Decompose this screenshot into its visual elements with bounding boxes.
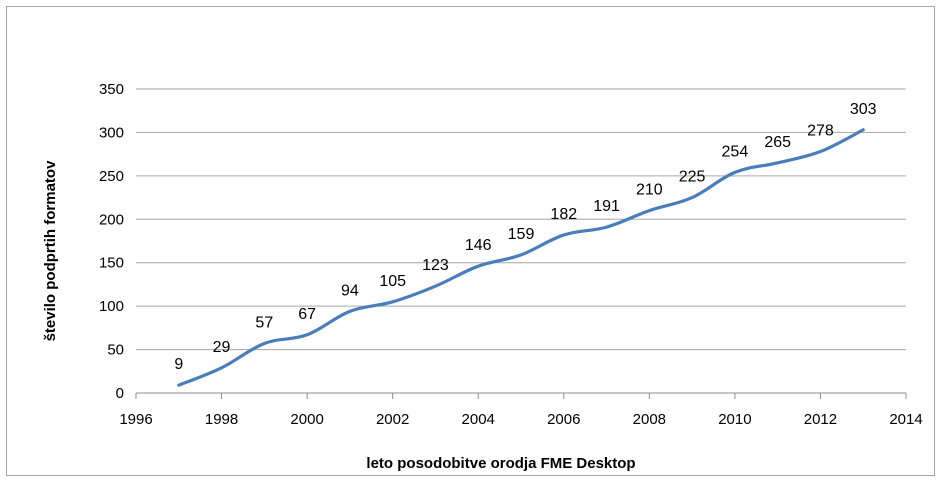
data-label: 265 [764,134,791,151]
data-labels: 9 29 57 67 94 105 123 146 159 182 191 210 225 254 265 2… [174,101,876,373]
x-tick-label: 2014 [889,411,922,428]
x-tick-label: 2002 [376,411,409,428]
data-label: 29 [213,339,231,356]
x-tick-label: 2006 [547,411,580,428]
series-line [177,128,865,387]
x-tick-label: 2000 [290,411,323,428]
gridlines [136,88,906,351]
data-label: 254 [722,143,749,160]
y-axis-ticks: 0 50 100 150 200 250 300 350 [99,81,124,402]
data-label: 9 [174,356,183,373]
x-tick-label: 2004 [462,411,495,428]
data-label: 123 [422,257,449,274]
y-tick-label: 50 [107,342,124,359]
data-label: 182 [550,206,577,223]
data-label: 105 [379,273,406,290]
data-label: 146 [465,237,492,254]
data-label: 67 [298,306,316,323]
y-tick-label: 250 [99,168,124,185]
x-axis-title: leto posodobitve orodja FME Desktop [366,455,635,472]
y-axis-title: število podprtih formatov [42,160,59,342]
y-tick-label: 150 [99,255,124,272]
x-tick-label: 2012 [804,411,837,428]
data-label: 225 [679,169,706,186]
data-label: 278 [807,123,834,140]
y-tick-label: 200 [99,211,124,228]
x-tick-label: 1996 [119,411,152,428]
data-label: 94 [341,282,359,299]
x-tick-label: 2010 [718,411,751,428]
chart-frame [6,6,935,476]
x-axis-ticks: 1996 1998 2000 2002 2004 2006 2008 2010 2012 2014 [119,393,923,428]
data-label: 191 [593,198,620,215]
data-label: 303 [850,101,877,118]
y-tick-label: 300 [99,124,124,141]
x-tick-label: 1998 [205,411,238,428]
data-label: 57 [255,314,273,331]
data-label: 210 [636,182,663,199]
x-tick-label: 2008 [633,411,666,428]
data-label: 159 [508,226,535,243]
y-tick-label: 100 [99,298,124,315]
y-tick-label: 0 [116,385,124,402]
y-tick-label: 350 [99,81,124,98]
